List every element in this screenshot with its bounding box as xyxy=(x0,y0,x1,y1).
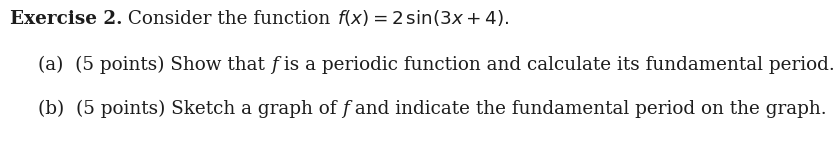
Text: (b)  (5 points) Sketch a graph of: (b) (5 points) Sketch a graph of xyxy=(38,100,342,118)
Text: is a periodic function and calculate its fundamental period.: is a periodic function and calculate its… xyxy=(277,56,834,74)
Text: (a)  (5 points) Show that: (a) (5 points) Show that xyxy=(38,56,271,74)
Text: $f(x) = 2\,\mathrm{sin}(3x+4).$: $f(x) = 2\,\mathrm{sin}(3x+4).$ xyxy=(337,8,509,28)
Text: Consider the function: Consider the function xyxy=(123,10,337,28)
Text: f: f xyxy=(271,56,277,74)
Text: and indicate the fundamental period on the graph.: and indicate the fundamental period on t… xyxy=(349,100,827,118)
Text: Exercise 2.: Exercise 2. xyxy=(10,10,123,28)
Text: f: f xyxy=(342,100,349,118)
